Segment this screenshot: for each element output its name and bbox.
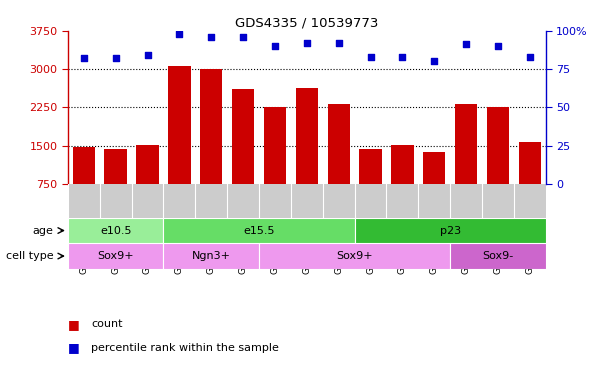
Bar — [104, 149, 127, 222]
Point — [461, 41, 471, 48]
Bar — [355, 218, 546, 243]
Text: Ngn3+: Ngn3+ — [192, 251, 231, 261]
Point — [430, 58, 439, 65]
Point — [175, 31, 184, 37]
Point — [79, 55, 88, 61]
Bar — [168, 66, 191, 222]
Bar — [200, 69, 222, 222]
Text: count: count — [91, 319, 123, 329]
Bar — [163, 243, 259, 269]
Bar — [68, 243, 163, 269]
Bar — [136, 145, 159, 222]
Point — [111, 55, 120, 61]
Bar — [450, 243, 546, 269]
Text: Sox9+: Sox9+ — [97, 251, 134, 261]
Bar — [163, 218, 355, 243]
Bar — [327, 104, 350, 222]
Bar — [359, 149, 382, 222]
Point — [398, 54, 407, 60]
Point — [334, 40, 343, 46]
Bar — [264, 107, 286, 222]
Text: Sox9-: Sox9- — [483, 251, 513, 261]
Bar — [232, 89, 254, 222]
Point — [366, 54, 375, 60]
Bar — [455, 104, 477, 222]
Point — [143, 52, 152, 58]
Text: Sox9+: Sox9+ — [336, 251, 373, 261]
Text: percentile rank within the sample: percentile rank within the sample — [91, 343, 279, 353]
Bar — [487, 107, 509, 222]
Point — [238, 34, 248, 40]
Text: e15.5: e15.5 — [243, 225, 275, 235]
Point — [493, 43, 503, 49]
Bar — [519, 142, 541, 222]
Bar — [423, 152, 445, 222]
Text: ■: ■ — [68, 341, 80, 354]
Point — [206, 34, 216, 40]
Bar — [391, 145, 414, 222]
Point — [302, 40, 312, 46]
Point — [525, 54, 535, 60]
Bar — [259, 243, 450, 269]
Text: ■: ■ — [68, 318, 80, 331]
Text: age: age — [32, 225, 54, 235]
Title: GDS4335 / 10539773: GDS4335 / 10539773 — [235, 17, 379, 30]
Text: cell type: cell type — [6, 251, 54, 261]
Bar — [73, 147, 95, 222]
Bar — [68, 218, 163, 243]
Text: p23: p23 — [440, 225, 461, 235]
Text: e10.5: e10.5 — [100, 225, 132, 235]
Bar — [296, 88, 318, 222]
Point — [270, 43, 280, 49]
